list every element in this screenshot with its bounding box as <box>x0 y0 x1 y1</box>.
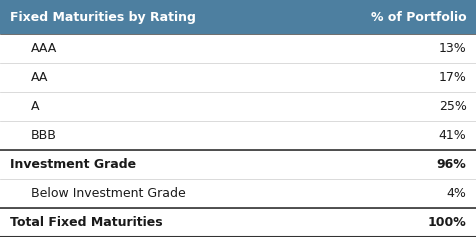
Bar <box>0 208 476 237</box>
Text: Total Fixed Maturities: Total Fixed Maturities <box>10 216 163 229</box>
Text: Fixed Maturities by Rating: Fixed Maturities by Rating <box>10 11 196 24</box>
Text: Below Investment Grade: Below Investment Grade <box>31 187 185 200</box>
Bar <box>0 34 476 63</box>
Text: AAA: AAA <box>31 42 57 55</box>
Text: AA: AA <box>31 71 48 84</box>
Bar <box>0 121 476 150</box>
Bar <box>0 179 476 208</box>
Text: % of Portfolio: % of Portfolio <box>370 11 466 24</box>
Text: 96%: 96% <box>436 158 466 171</box>
Bar <box>0 0 476 34</box>
Text: 100%: 100% <box>427 216 466 229</box>
Text: 17%: 17% <box>438 71 466 84</box>
Text: 4%: 4% <box>446 187 466 200</box>
Text: A: A <box>31 100 40 113</box>
Text: Investment Grade: Investment Grade <box>10 158 136 171</box>
Bar <box>0 92 476 121</box>
Text: 41%: 41% <box>438 129 466 142</box>
Text: 25%: 25% <box>438 100 466 113</box>
Bar <box>0 150 476 179</box>
Bar <box>0 63 476 92</box>
Text: 13%: 13% <box>438 42 466 55</box>
Text: BBB: BBB <box>31 129 57 142</box>
